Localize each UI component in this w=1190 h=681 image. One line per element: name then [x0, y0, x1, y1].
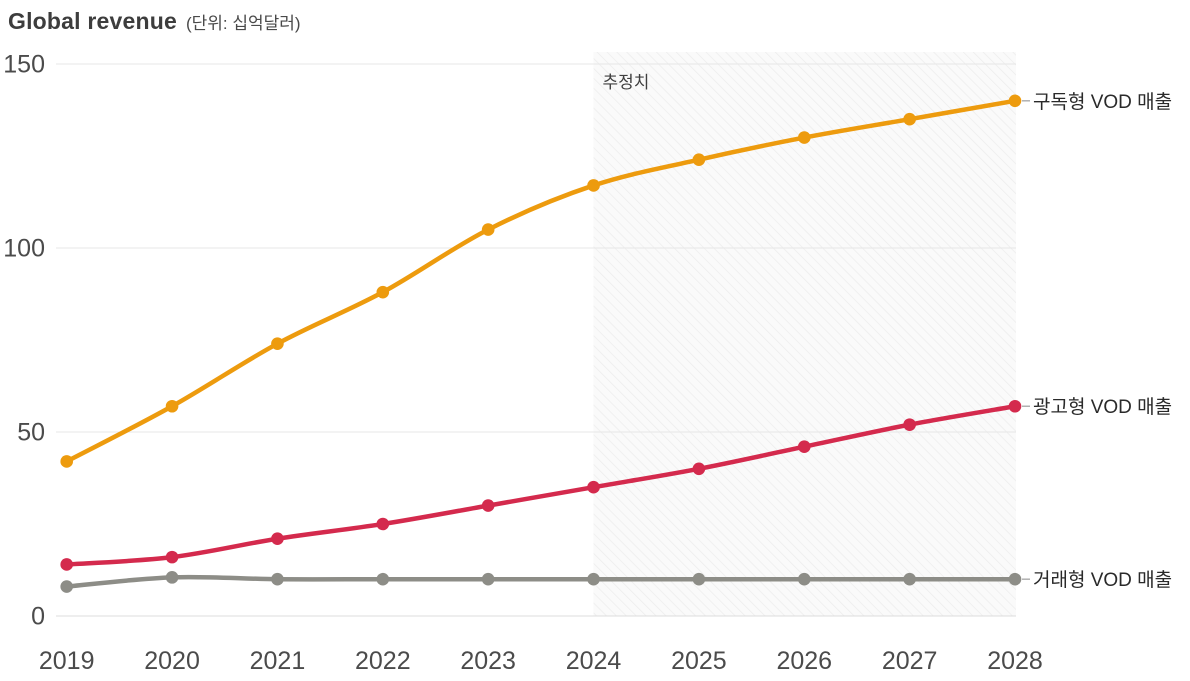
avod-line: [64, 403, 1018, 567]
x-axis-tick-label: 2028: [987, 647, 1043, 675]
svod-line: [64, 98, 1018, 464]
avod-point: [1008, 399, 1022, 413]
tvod-label: 거래형 VOD 매출: [1033, 569, 1172, 591]
y-axis-tick-label: 50: [17, 419, 45, 447]
avod-point: [481, 499, 495, 512]
svod-point: [1008, 94, 1022, 108]
avod-label: 광고형 VOD 매출: [1033, 396, 1172, 418]
svod-point: [692, 153, 706, 166]
svod-point: [903, 112, 916, 126]
x-axis-tick-label: 2021: [250, 647, 306, 675]
avod-point: [903, 418, 916, 431]
avod-point: [271, 532, 284, 546]
chart-title-row: Global revenue (단위: 십억달러): [8, 8, 301, 35]
x-axis-tick-label: 2025: [671, 647, 727, 675]
svod-point: [271, 337, 284, 350]
tvod-line: [64, 574, 1018, 589]
estimate-label: 추정치: [603, 73, 650, 92]
svod-point: [481, 223, 495, 236]
svod-point: [60, 455, 73, 468]
svod-point: [165, 399, 179, 413]
avod-point: [587, 480, 600, 494]
y-axis-tick-label: 0: [31, 603, 45, 631]
avod-point: [165, 550, 179, 564]
avod-point: [376, 517, 390, 531]
tvod-point: [1008, 572, 1022, 586]
tvod-point: [587, 572, 600, 586]
avod-point: [692, 462, 706, 476]
tvod-point: [60, 580, 73, 593]
tvod-point: [165, 571, 179, 584]
chart-title: Global revenue: [8, 8, 177, 34]
tvod-point: [692, 572, 706, 586]
x-axis-tick-label: 2022: [355, 647, 411, 675]
x-axis-tick-label: 2023: [460, 647, 516, 675]
tvod-point: [481, 572, 495, 586]
avod-point: [797, 440, 811, 454]
estimate-region: [593, 52, 1016, 616]
tvod-point: [376, 572, 390, 586]
tvod-point: [797, 572, 811, 586]
chart-unit-subtitle: (단위: 십억달러): [185, 14, 301, 33]
y-axis-tick-label: 100: [3, 235, 45, 263]
tvod-point: [271, 572, 284, 586]
svod-point: [797, 131, 811, 144]
y-axis-tick-label: 150: [3, 51, 45, 79]
svod-label: 구독형 VOD 매출: [1033, 91, 1172, 113]
svod-point: [376, 285, 390, 299]
tvod-point: [903, 572, 916, 586]
x-axis-tick-label: 2026: [776, 647, 832, 675]
x-axis-tick-label: 2020: [144, 647, 200, 675]
x-axis-tick-label: 2024: [566, 647, 622, 675]
x-axis-tick-label: 2027: [882, 647, 938, 675]
x-axis-tick-label: 2019: [39, 647, 95, 675]
avod-point: [60, 558, 73, 571]
svod-point: [587, 179, 600, 192]
